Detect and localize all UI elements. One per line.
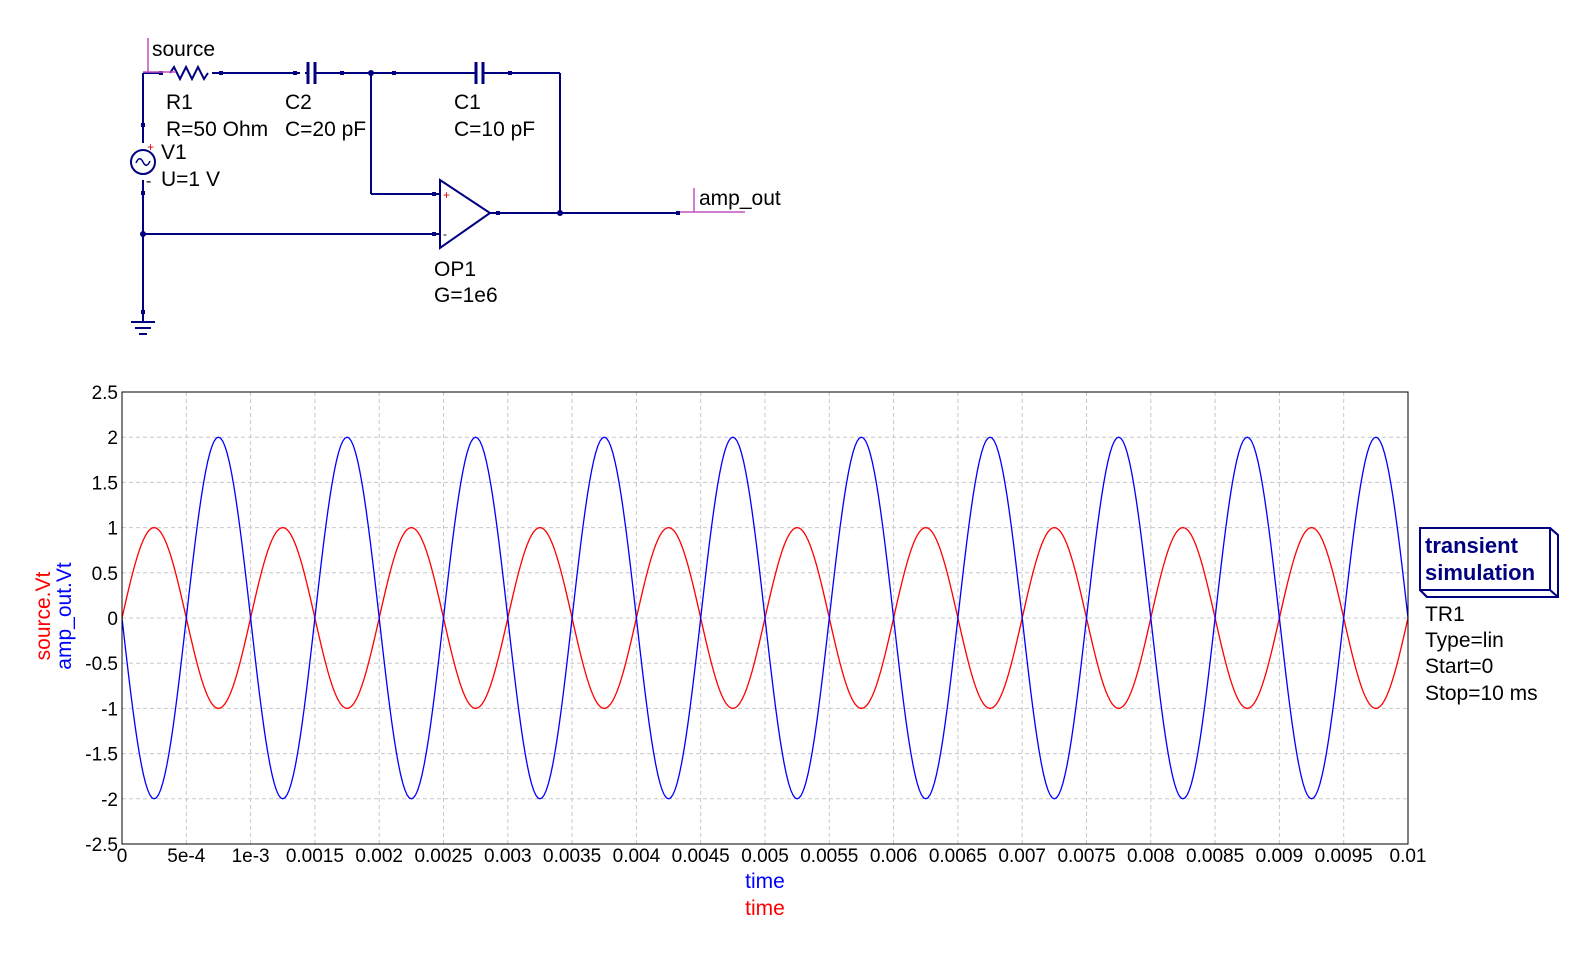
x-tick-label: 0 [117,846,128,867]
x-tick-label: 0.005 [741,846,789,867]
polarity-marks: + - + - [146,140,450,241]
x-tick-label: 0.0015 [286,846,344,867]
ground-symbol [131,312,155,335]
chart-plot-frame [121,391,1409,845]
sim-stop: Stop=10 ms [1425,682,1538,705]
y-tick-label: 0.5 [92,564,118,585]
x-axis-label-red: time [745,897,785,920]
x-tick-label: 0.0085 [1186,846,1244,867]
r1-name: R1 [166,91,193,114]
y-tick-label: 0 [107,609,118,630]
capacitor-c1[interactable] [470,62,495,84]
x-axis-label-blue: time [745,870,785,893]
wire-labels [143,38,745,213]
label-source[interactable]: source [152,38,215,61]
x-tick-label: 0.008 [1127,846,1175,867]
v1-minus-sign: - [146,173,151,190]
sim-start: Start=0 [1425,655,1493,678]
series-line-amp-out-vt [121,436,1409,800]
c1-name: C1 [454,91,481,114]
y-tick-labels: 2.5 2 1.5 1 0.5 0 -0.5 -1 -1.5 -2 -2.5 [85,383,118,856]
y-axis-label-source: source.Vt [32,571,55,660]
y-tick-label: 1.5 [92,473,118,494]
y-tick-label: 2 [107,428,118,449]
resistor-r1[interactable] [169,64,209,82]
x-tick-label: 0.002 [355,846,403,867]
simulation-params: TR1 Type=lin Start=0 Stop=10 ms [1425,603,1538,705]
label-amp-out[interactable]: amp_out [699,187,781,210]
x-tick-label: 0.0035 [543,846,601,867]
v1-name: V1 [161,141,187,164]
chart-series [121,436,1409,800]
x-tick-labels: 0 5e-4 1e-3 0.0015 0.002 0.0025 0.003 0.0035 0.0… [117,846,1427,867]
x-tick-label: 0.0055 [800,846,858,867]
opamp-plus-sign: + [443,188,450,202]
y-tick-label: 2.5 [92,383,118,404]
chart[interactable]: 0 5e-4 1e-3 0.0015 0.002 0.0025 0.003 0.0035 0.0… [32,383,1426,920]
opamp-minus-sign: - [443,227,447,241]
sim-title-line2: simulation [1425,560,1535,585]
x-tick-label: 5e-4 [167,846,205,867]
x-tick-label: 0.003 [484,846,532,867]
y-tick-label: -1.5 [85,745,118,766]
y-tick-label: -1 [101,699,118,720]
y-tick-label: 1 [107,519,118,540]
x-tick-label: 0.0095 [1315,846,1373,867]
c2-name: C2 [285,91,312,114]
sim-name: TR1 [1425,603,1465,626]
x-tick-label: 0.009 [1256,846,1304,867]
junctions [140,70,563,237]
x-tick-label: 0.007 [998,846,1046,867]
sim-title-line1: transient [1425,533,1519,558]
x-tick-label: 0.006 [870,846,918,867]
simulation-block[interactable]: transient simulation [1419,527,1559,598]
capacitor-c2[interactable] [305,62,325,84]
y-axis-label-amp-out: amp_out.Vt [53,562,76,670]
y-tick-label: -2.5 [85,835,118,856]
v1-value: U=1 V [161,168,220,191]
y-tick-label: -2 [101,790,118,811]
sim-type: Type=lin [1425,629,1504,652]
c2-value: C=20 pF [285,118,366,141]
port-stubs [141,71,680,314]
opamp-op1[interactable] [439,178,492,250]
schematic [130,62,680,335]
op1-name: OP1 [434,258,476,281]
x-tick-label: 1e-3 [232,846,270,867]
c1-value: C=10 pF [454,118,535,141]
voltage-source-v1[interactable] [130,149,156,175]
op1-value: G=1e6 [434,284,498,307]
x-tick-label: 0.01 [1390,846,1427,867]
y-tick-label: -0.5 [85,654,118,675]
x-tick-label: 0.0065 [929,846,987,867]
schematic-text: source amp_out R1 R=50 Ohm C2 C=20 pF C1… [152,38,781,307]
x-tick-label: 0.0025 [414,846,472,867]
x-tick-label: 0.0075 [1057,846,1115,867]
v1-plus-sign: + [147,140,154,154]
wires[interactable] [142,72,680,312]
x-tick-label: 0.0045 [672,846,730,867]
x-tick-label: 0.004 [613,846,661,867]
r1-value: R=50 Ohm [166,118,268,141]
